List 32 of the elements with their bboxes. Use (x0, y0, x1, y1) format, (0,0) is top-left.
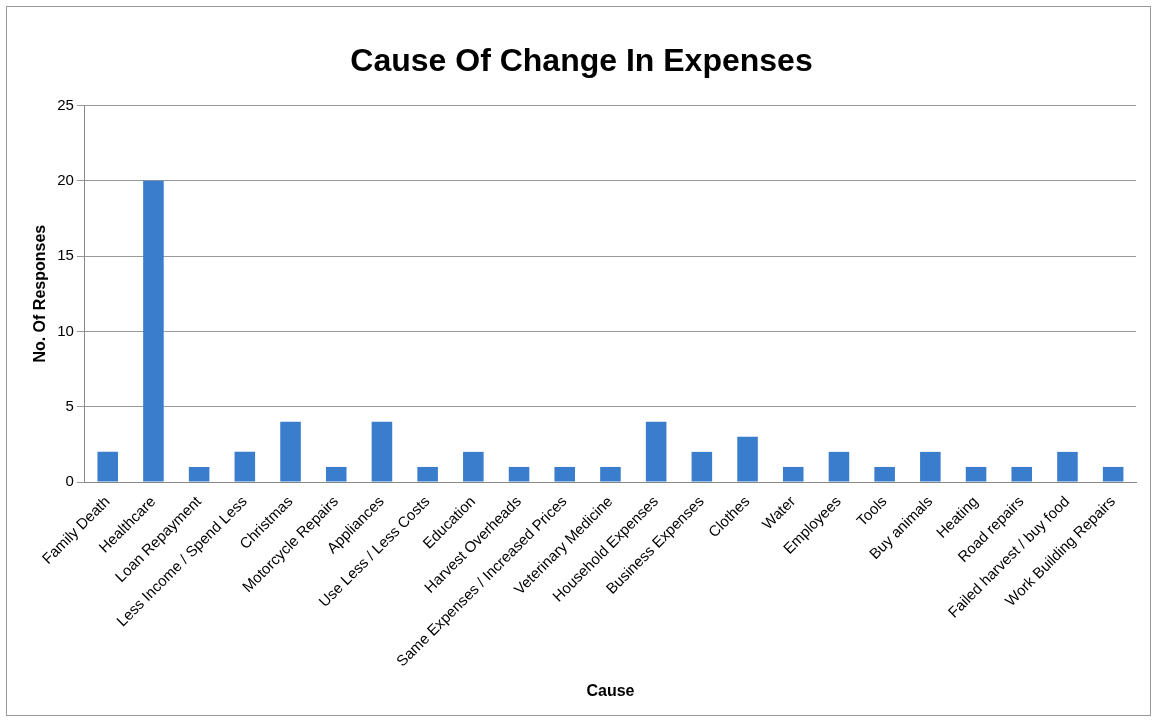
bar (874, 466, 895, 482)
bar (828, 451, 850, 482)
bar (508, 466, 530, 482)
bar (645, 421, 667, 482)
bar (371, 421, 393, 482)
bar (1011, 466, 1033, 482)
y-tick-label: 10 (57, 321, 74, 339)
bar (417, 466, 438, 482)
chart-title: Cause Of Change In Expenses (350, 42, 813, 79)
bar (691, 451, 713, 482)
x-axis-title: Cause (586, 681, 635, 699)
bar (782, 466, 804, 482)
y-tick-label: 0 (65, 472, 74, 490)
bar (737, 436, 758, 482)
bar (600, 466, 621, 482)
bar (1102, 466, 1124, 482)
y-axis-title: No. Of Responses (31, 224, 49, 363)
bar (234, 451, 256, 482)
y-tick-label: 15 (57, 246, 74, 264)
bar (1057, 451, 1078, 482)
bar (965, 466, 987, 482)
bar (554, 466, 576, 482)
bar (325, 466, 347, 482)
bar (97, 451, 119, 482)
bar (188, 466, 210, 482)
y-tick-label: 5 (65, 396, 74, 414)
bar (143, 180, 164, 482)
y-tick-label: 20 (57, 170, 74, 188)
bar (920, 451, 941, 482)
bar (463, 451, 484, 482)
y-tick-label: 25 (57, 95, 74, 113)
bar (280, 421, 301, 482)
